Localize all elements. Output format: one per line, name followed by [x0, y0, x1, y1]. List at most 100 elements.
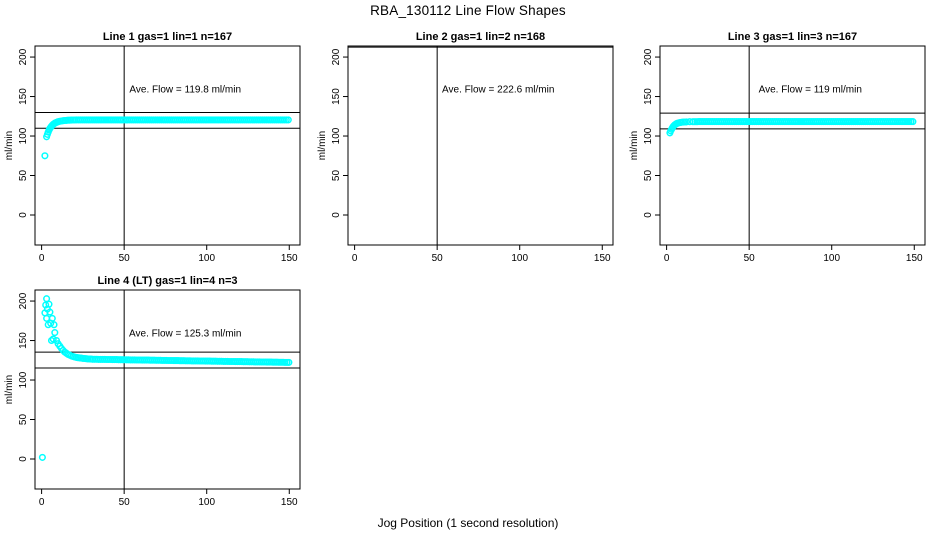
data-point — [434, 36, 440, 42]
x-tick-label: 100 — [511, 253, 528, 264]
data-point — [454, 36, 460, 42]
x-tick-label: 150 — [281, 497, 298, 508]
data-point — [490, 36, 496, 42]
data-point — [393, 36, 399, 42]
data-point — [595, 36, 601, 42]
data-point — [591, 36, 597, 42]
y-tick-label: 150 — [18, 332, 29, 349]
data-point — [369, 36, 375, 42]
data-point — [512, 36, 518, 42]
x-axis-ticks: 0 50 100 150 — [39, 489, 298, 508]
y-axis-title: ml/min — [629, 131, 640, 160]
data-point — [442, 36, 448, 42]
y-tick-label: 150 — [643, 88, 654, 105]
hline-group — [660, 112, 925, 130]
data-point — [563, 36, 569, 42]
plot-canvas-line-2: 0 50 100 150 0 50 100 150 200 ml/min Ave. Flow = 2… — [317, 36, 614, 264]
y-axis-title: ml/min — [4, 375, 15, 404]
plot-box — [34, 289, 301, 490]
y-tick-label: 100 — [18, 127, 29, 144]
data-point — [355, 36, 361, 42]
data-point — [583, 36, 589, 42]
ave-flow-annotation: Ave. Flow = 119 ml/min — [759, 85, 862, 96]
data-point — [484, 36, 490, 42]
y-tick-label: 50 — [18, 414, 29, 426]
y-axis-title: ml/min — [317, 131, 328, 160]
data-point — [535, 36, 541, 42]
data-point — [423, 36, 429, 42]
x-tick-label: 0 — [39, 253, 45, 264]
data-point — [367, 36, 373, 42]
y-axis-ticks: 0 50 100 150 200 — [331, 48, 348, 218]
data-point — [446, 36, 452, 42]
data-point — [48, 314, 56, 322]
data-point — [571, 36, 577, 42]
data-point — [543, 36, 549, 42]
data-point — [415, 36, 421, 42]
data-points — [38, 295, 293, 461]
data-point — [470, 36, 476, 42]
data-point — [494, 36, 500, 42]
data-point — [539, 36, 545, 42]
plot-canvas-line-3: 0 50 100 150 0 50 100 150 200 ml/min Ave. Flow = 1… — [629, 45, 926, 264]
data-point — [38, 453, 46, 461]
data-point — [385, 36, 391, 42]
data-point — [589, 36, 595, 42]
y-tick-label: 100 — [331, 127, 342, 144]
data-point — [581, 36, 587, 42]
data-point — [377, 36, 383, 42]
data-point — [430, 36, 436, 42]
panel-title: Line 2 gas=1 lin=2 n=168 — [415, 31, 546, 43]
data-point — [514, 36, 520, 42]
data-point — [561, 36, 567, 42]
data-point — [50, 321, 58, 329]
data-point — [510, 36, 516, 42]
data-point — [516, 36, 522, 42]
x-tick-label: 150 — [281, 253, 298, 264]
data-point — [559, 36, 565, 42]
data-point — [551, 36, 557, 42]
data-point — [379, 36, 385, 42]
panel-title: Line 4 (LT) gas=1 lin=4 n=3 — [97, 275, 238, 287]
data-point — [395, 36, 401, 42]
data-point — [371, 36, 377, 42]
plot-canvas-line-1: 0 50 100 150 0 50 100 150 200 ml/min Ave. Flow = 1… — [4, 45, 301, 264]
data-point — [498, 36, 504, 42]
data-point — [555, 36, 561, 42]
x-axis-title: Jog Position (1 second resolution) — [377, 516, 559, 530]
data-point — [438, 36, 444, 42]
data-point — [500, 36, 506, 42]
data-point — [520, 36, 526, 42]
data-point — [401, 36, 407, 42]
panel-title: Line 1 gas=1 lin=1 n=167 — [102, 31, 233, 43]
x-axis-ticks: 0 50 100 150 — [352, 245, 611, 264]
y-axis-ticks: 0 50 100 150 200 — [18, 292, 35, 462]
data-point — [468, 36, 474, 42]
data-point — [452, 36, 458, 42]
data-point — [502, 36, 508, 42]
data-point — [389, 36, 395, 42]
x-axis-ticks: 0 50 100 150 — [39, 245, 298, 264]
data-point — [432, 36, 438, 42]
data-point — [407, 36, 413, 42]
data-point — [524, 36, 530, 42]
data-point — [533, 36, 539, 42]
data-point — [43, 295, 51, 303]
x-tick-label: 50 — [432, 253, 444, 264]
y-tick-label: 100 — [643, 127, 654, 144]
data-point — [472, 36, 478, 42]
data-point — [530, 36, 536, 42]
data-point — [682, 118, 690, 126]
y-tick-label: 0 — [331, 212, 342, 218]
data-point — [365, 36, 371, 42]
data-point — [518, 36, 524, 42]
data-point — [450, 36, 456, 42]
y-tick-label: 0 — [18, 456, 29, 462]
data-point — [436, 36, 442, 42]
data-point — [440, 36, 446, 42]
y-tick-label: 200 — [643, 48, 654, 65]
data-point — [361, 36, 367, 42]
data-point — [43, 314, 51, 322]
x-axis-ticks: 0 50 100 150 — [664, 245, 923, 264]
data-points — [41, 116, 292, 160]
